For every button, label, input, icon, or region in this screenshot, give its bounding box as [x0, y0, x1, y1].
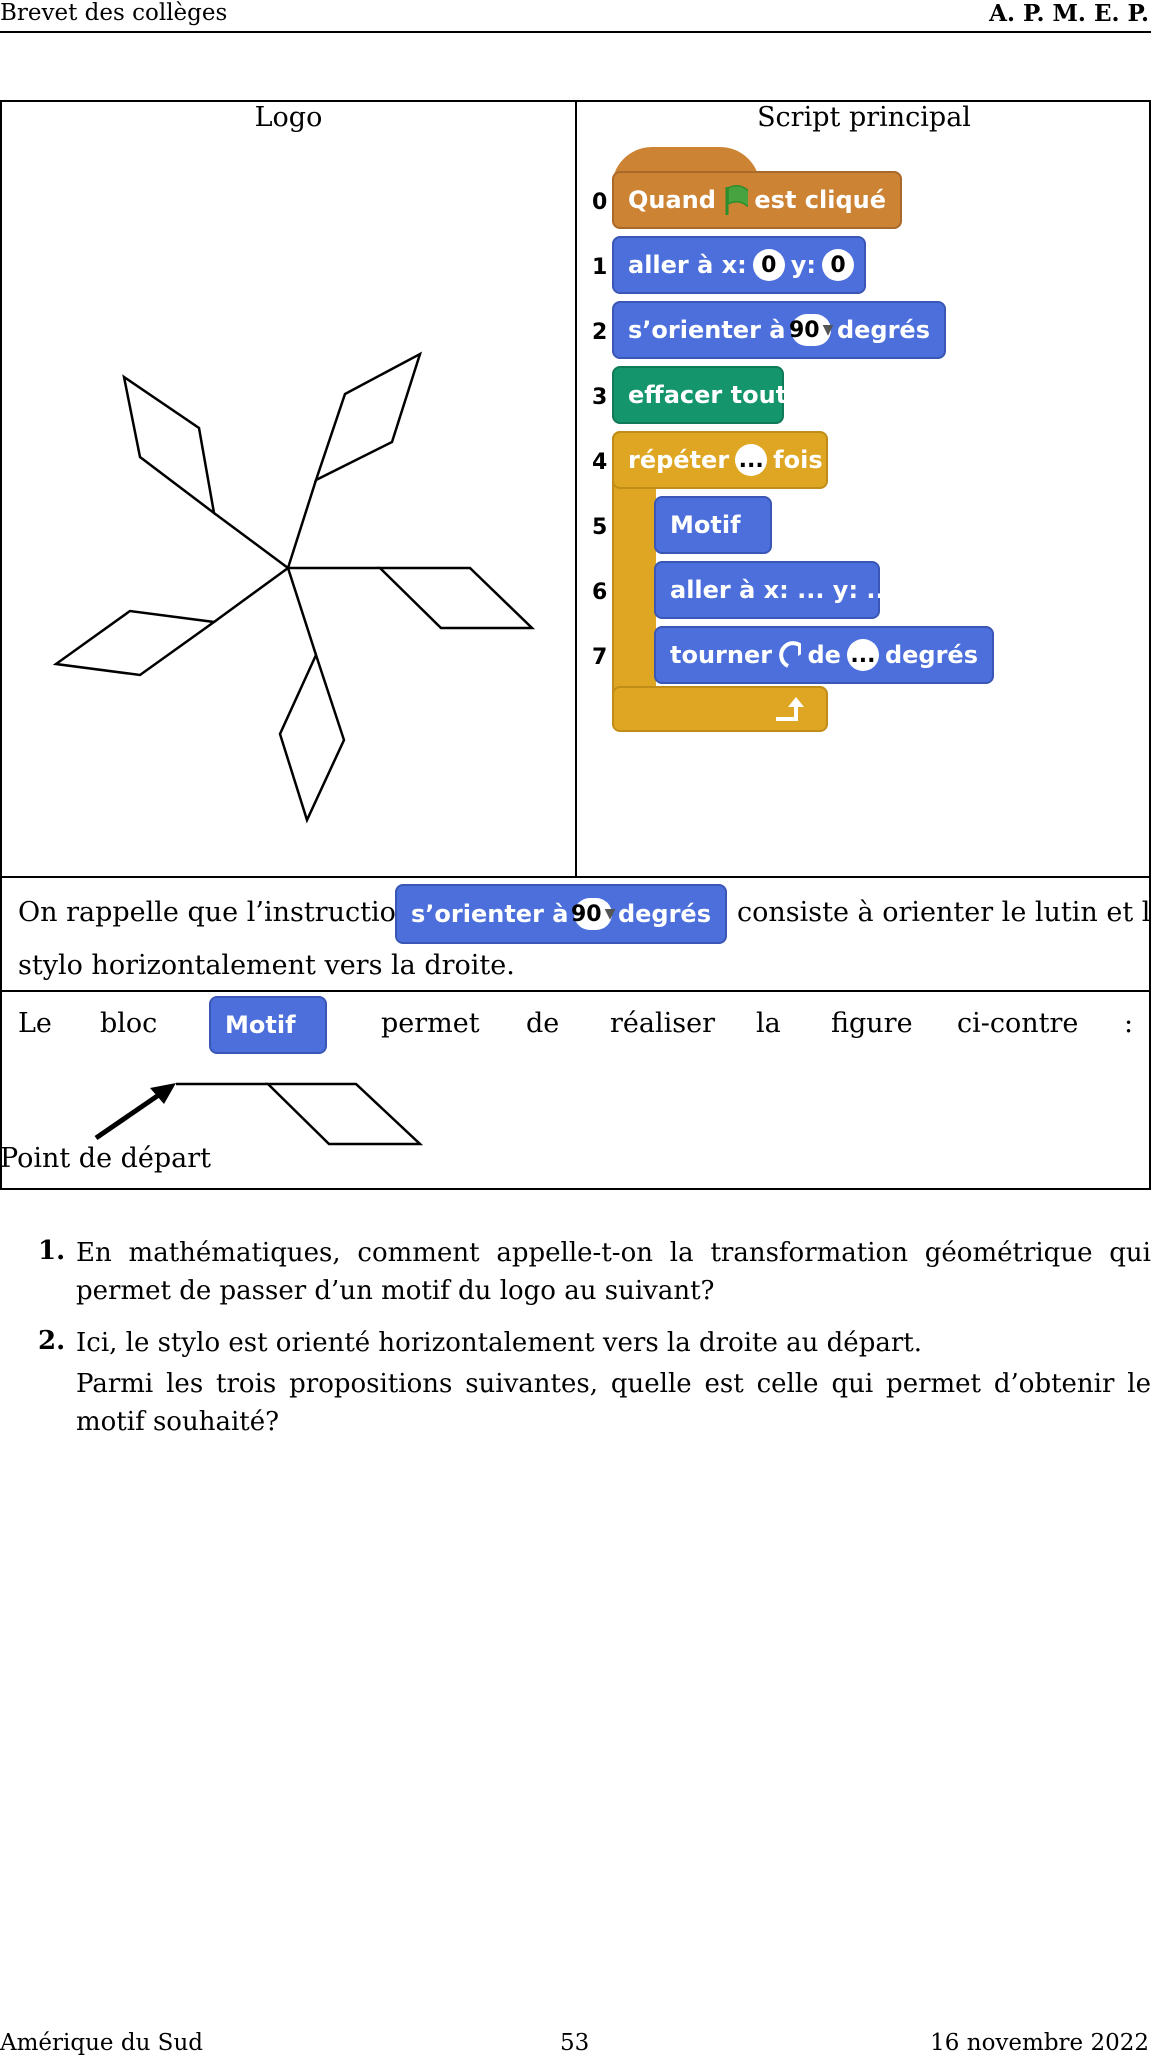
logo-rhombus	[124, 377, 214, 513]
motif-text: permet	[381, 1008, 480, 1039]
motif-block[interactable]: Motif	[654, 496, 772, 554]
motif-text: de	[526, 1008, 559, 1039]
motif-text: ci-contre	[957, 1008, 1078, 1039]
motif-rhombus	[268, 1084, 420, 1144]
footer-right: 16 novembre 2022	[930, 2030, 1149, 2056]
line-number: 3	[592, 385, 607, 410]
motif-text: bloc	[100, 1008, 157, 1039]
logo-rhombus	[56, 611, 214, 675]
logo-segment	[288, 480, 316, 568]
line-number: 7	[592, 645, 607, 670]
logo-rhombus	[280, 655, 344, 820]
question-text: Ici, le stylo est orienté horizontalemen…	[76, 1324, 1151, 1362]
logo-title: Logo	[0, 102, 577, 133]
start-label: Point de départ	[0, 1143, 211, 1174]
reminder-text: stylo horizontalement vers la droite.	[18, 950, 515, 981]
motif-text: figure	[831, 1008, 913, 1039]
logo-segment	[288, 568, 316, 655]
header-rule	[0, 31, 1151, 33]
x-input[interactable]: 0	[753, 249, 785, 281]
line-number: 1	[592, 255, 607, 280]
logo-rhombus	[316, 354, 420, 480]
block-text: degrés	[618, 900, 711, 928]
motif-text: :	[1124, 1008, 1133, 1039]
direction-dropdown[interactable]: 90 ▼	[574, 898, 612, 930]
block-text: aller à x:	[628, 251, 747, 279]
block-text: degrés	[837, 316, 930, 344]
header-right: A. P. M. E. P.	[989, 0, 1149, 27]
repeat-count-input[interactable]: ...	[735, 444, 767, 476]
script-title: Script principal	[577, 102, 1151, 133]
point-direction-block-inline[interactable]: s’orienter à 90 ▼ degrés	[395, 884, 727, 944]
clear-block[interactable]: effacer tout	[612, 366, 784, 424]
motif-text: Le	[18, 1008, 52, 1039]
logo-segment	[214, 513, 288, 568]
motif-text: réaliser	[610, 1008, 715, 1039]
motif-text: la	[756, 1008, 781, 1039]
block-text: y:	[791, 251, 816, 279]
question-text: En mathématiques, comment appelle-t-on l…	[76, 1234, 1151, 1310]
repeat-block-end	[612, 686, 828, 732]
line-number: 4	[592, 450, 607, 475]
line-number: 5	[592, 515, 607, 540]
header-left: Brevet des collèges	[0, 0, 227, 26]
reminder-text: consiste à orienter le lutin et le	[737, 897, 1151, 928]
point-direction-block[interactable]: s’orienter à 90 ▼ degrés	[612, 301, 946, 359]
question-text: Parmi les trois propositions suivantes, …	[76, 1365, 1151, 1441]
line-number: 0	[592, 190, 607, 215]
footer-page-number: 53	[560, 2030, 589, 2056]
loop-arrow-icon	[772, 693, 812, 725]
block-text: tourner	[670, 641, 772, 669]
block-text: est cliqué	[754, 186, 886, 214]
direction-dropdown[interactable]: 90 ▼	[791, 314, 831, 346]
block-text: Quand	[628, 186, 716, 214]
logo-segment	[214, 568, 288, 622]
question-number: 2.	[38, 1326, 65, 1356]
turn-degrees-input[interactable]: ...	[847, 639, 879, 671]
green-flag-icon	[722, 183, 748, 217]
question-number: 1.	[38, 1236, 65, 1266]
block-text: s’orienter à	[411, 900, 568, 928]
block-text: de	[807, 641, 840, 669]
logo-rhombus	[380, 568, 532, 628]
logo-figure	[0, 330, 577, 830]
block-text: s’orienter à	[628, 316, 785, 344]
goto-xy-block[interactable]: aller à x: 0 y: 0	[612, 236, 866, 294]
block-text: aller à x: ... y: ...	[670, 576, 894, 604]
reminder-text: On rappelle que l’instruction	[18, 897, 413, 928]
y-input[interactable]: 0	[822, 249, 854, 281]
goto-xy-dots-block[interactable]: aller à x: ... y: ...	[654, 561, 880, 619]
turn-block[interactable]: tourner de ... degrés	[654, 626, 994, 684]
chevron-down-icon: ▼	[605, 906, 616, 922]
start-arrow-icon	[96, 1090, 166, 1138]
line-number: 6	[592, 580, 607, 605]
block-text: répéter	[628, 446, 729, 474]
line-number: 2	[592, 320, 607, 345]
block-text: Motif	[225, 1011, 296, 1039]
footer-left: Amérique du Sud	[0, 2030, 203, 2056]
block-text: Motif	[670, 511, 741, 539]
block-text: degrés	[885, 641, 978, 669]
block-text: fois	[773, 446, 822, 474]
chevron-down-icon: ▼	[823, 322, 834, 338]
direction-value: 90	[789, 318, 820, 343]
when-flag-clicked-block[interactable]: Quand est cliqué	[612, 171, 902, 229]
block-text: effacer tout	[628, 381, 787, 409]
direction-value: 90	[571, 902, 602, 927]
rotate-right-icon	[778, 638, 801, 672]
motif-block-inline[interactable]: Motif	[209, 996, 327, 1054]
repeat-block[interactable]: répéter ... fois	[612, 431, 828, 489]
